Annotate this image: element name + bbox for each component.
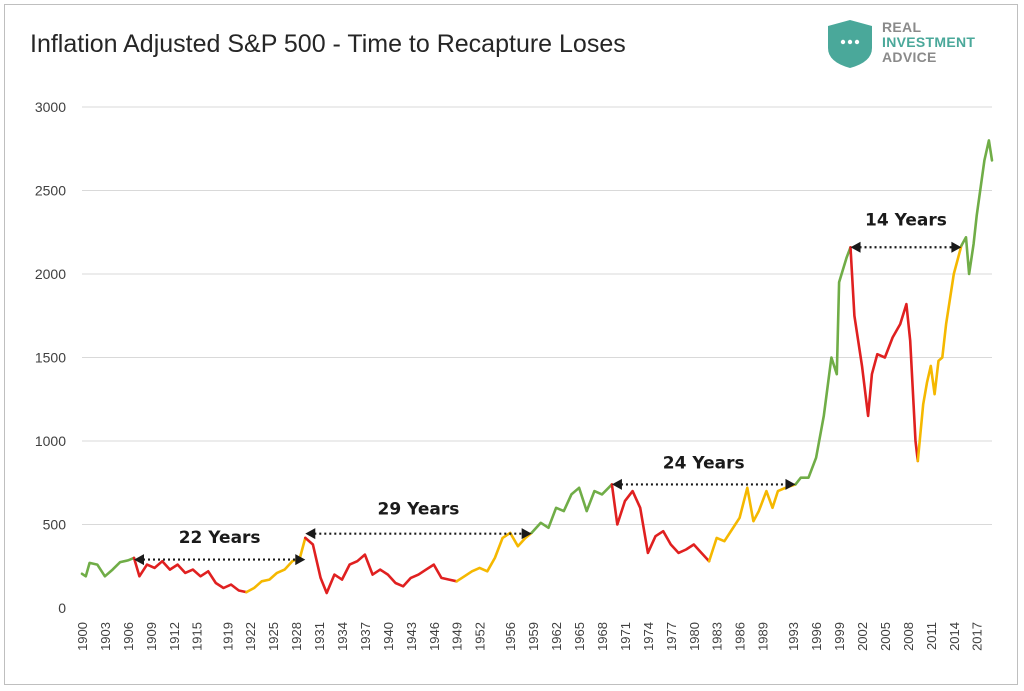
annotation-label: 14 Years bbox=[865, 211, 947, 231]
arrow-left-icon bbox=[850, 241, 861, 253]
x-tick-label: 2011 bbox=[924, 622, 939, 650]
shield-logo-icon bbox=[828, 20, 872, 68]
series-line-recovery bbox=[707, 483, 797, 563]
x-tick-label: 1949 bbox=[450, 622, 465, 651]
x-tick-label: 1959 bbox=[526, 622, 541, 651]
series-line-advance bbox=[530, 483, 614, 535]
x-tick-label: 1909 bbox=[144, 622, 159, 651]
y-tick-label: 2500 bbox=[35, 183, 66, 199]
logo: REAL INVESTMENT ADVICE bbox=[824, 18, 1014, 70]
y-tick-label: 1000 bbox=[35, 433, 66, 449]
x-tick-label: 1925 bbox=[266, 622, 281, 651]
annotation-label: 24 Years bbox=[663, 454, 745, 474]
arrow-left-icon bbox=[611, 478, 622, 490]
x-tick-label: 1989 bbox=[756, 622, 771, 651]
x-tick-label: 1903 bbox=[98, 622, 113, 651]
series-line-decline bbox=[610, 483, 711, 563]
x-tick-label: 1922 bbox=[243, 622, 258, 651]
y-tick-label: 2000 bbox=[35, 266, 66, 282]
x-tick-label: 1974 bbox=[641, 622, 656, 651]
series-line-decline bbox=[303, 536, 459, 595]
x-tick-label: 1906 bbox=[121, 622, 136, 651]
x-tick-label: 1971 bbox=[618, 622, 633, 651]
x-tick-label: 1931 bbox=[312, 622, 327, 651]
x-tick-label: 1943 bbox=[404, 622, 419, 651]
x-tick-label: 1977 bbox=[664, 622, 679, 651]
arrow-right-icon bbox=[521, 528, 532, 540]
x-tick-label: 2002 bbox=[855, 622, 870, 651]
arrow-right-icon bbox=[785, 478, 796, 490]
x-tick-label: 1952 bbox=[473, 622, 488, 651]
x-tick-label: 1919 bbox=[220, 622, 235, 651]
logo-text-advice: ADVICE bbox=[882, 49, 937, 65]
series-line-decline bbox=[132, 556, 248, 594]
y-tick-label: 1500 bbox=[35, 350, 66, 366]
x-axis-ticks: 1900 1903 1906 1909 1912 1915 1919 1922 1925 1928… bbox=[75, 622, 985, 651]
arrow-right-icon bbox=[951, 241, 962, 253]
arrow-left-icon bbox=[134, 554, 144, 566]
y-axis-ticks: 0 500 1000 1500 2000 2500 3000 bbox=[35, 99, 66, 616]
y-tick-label: 500 bbox=[43, 517, 67, 533]
x-tick-label: 1980 bbox=[687, 622, 702, 651]
logo-text-investment: INVESTMENT bbox=[882, 34, 976, 50]
x-tick-label: 1912 bbox=[167, 622, 182, 651]
annotations: 22 Years 29 Years 24 Years 14 Years bbox=[134, 211, 962, 566]
series-line-decline bbox=[849, 246, 920, 463]
x-tick-label: 1983 bbox=[710, 622, 725, 651]
x-tick-label: 1946 bbox=[427, 622, 442, 651]
x-tick-label: 1940 bbox=[381, 622, 396, 651]
x-tick-label: 1999 bbox=[832, 622, 847, 651]
series-line-recovery bbox=[916, 244, 963, 463]
x-tick-label: 1965 bbox=[572, 622, 587, 651]
arrow-right-icon bbox=[295, 554, 306, 566]
series-line-recovery bbox=[455, 531, 533, 583]
x-tick-label: 1962 bbox=[549, 622, 564, 651]
series-lines bbox=[80, 139, 994, 595]
series-line-advance bbox=[794, 246, 852, 486]
x-tick-label: 1915 bbox=[190, 622, 205, 651]
x-tick-label: 1937 bbox=[358, 622, 373, 651]
annotation-label: 22 Years bbox=[179, 528, 261, 548]
x-tick-label: 1956 bbox=[503, 622, 518, 651]
x-tick-label: 2005 bbox=[878, 622, 893, 651]
x-tick-label: 1928 bbox=[289, 622, 304, 651]
x-tick-label: 1968 bbox=[595, 622, 610, 651]
x-tick-label: 2017 bbox=[970, 622, 985, 651]
x-tick-label: 2014 bbox=[947, 622, 962, 651]
chart-frame bbox=[4, 4, 1018, 685]
x-tick-label: 2008 bbox=[901, 622, 916, 651]
y-tick-label: 0 bbox=[58, 600, 66, 616]
x-tick-label: 1993 bbox=[786, 622, 801, 651]
x-tick-label: 1934 bbox=[335, 622, 350, 651]
x-tick-label: 1996 bbox=[809, 622, 824, 651]
x-tick-label: 1986 bbox=[733, 622, 748, 651]
series-line-advance bbox=[80, 556, 136, 578]
chart-title: Inflation Adjusted S&P 500 - Time to Rec… bbox=[30, 30, 626, 58]
series-line-advance bbox=[960, 139, 994, 276]
arrow-left-icon bbox=[305, 528, 316, 540]
annotation-label: 29 Years bbox=[378, 499, 460, 519]
y-tick-label: 3000 bbox=[35, 99, 66, 115]
x-tick-label: 1900 bbox=[75, 622, 90, 651]
logo-text-real: REAL bbox=[882, 19, 922, 35]
